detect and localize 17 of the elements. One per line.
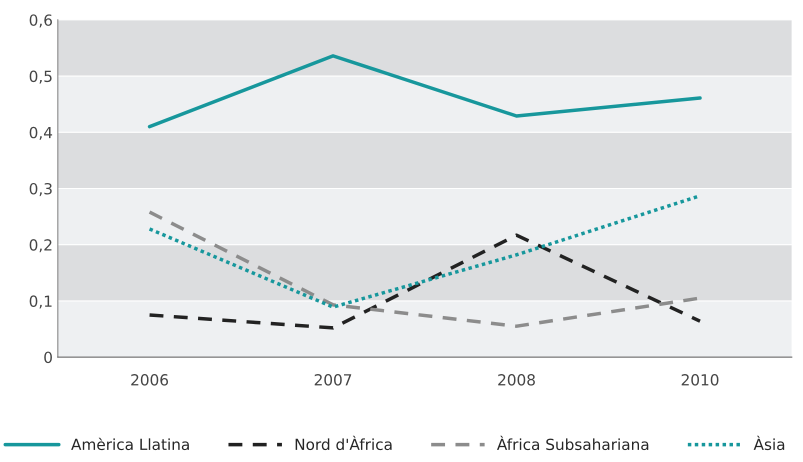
x-tick-label: 2008 [498, 374, 535, 386]
y-tick-label: 0,4 [30, 126, 52, 140]
y-tick-label: 0 [44, 352, 52, 364]
y-tick-label: 0,2 [30, 239, 52, 252]
line-series [148, 233, 702, 330]
line-series [148, 54, 702, 128]
x-tick-label: 2007 [314, 374, 352, 386]
y-tick-label: 0,1 [30, 295, 52, 308]
legend-label: Àsia [754, 436, 784, 450]
legend-label: Amèrica Llatina [71, 438, 189, 450]
legend-label: Nord d'Àfrica [296, 436, 392, 450]
x-tick-label: 2010 [682, 374, 718, 386]
y-tick-label: 0,3 [30, 182, 52, 196]
legend-label: Àfrica Subsahariana [496, 436, 648, 450]
y-tick-label: 0,5 [30, 70, 52, 84]
x-tick-label: 2006 [131, 374, 168, 386]
y-tick-label: 0,6 [30, 14, 52, 28]
